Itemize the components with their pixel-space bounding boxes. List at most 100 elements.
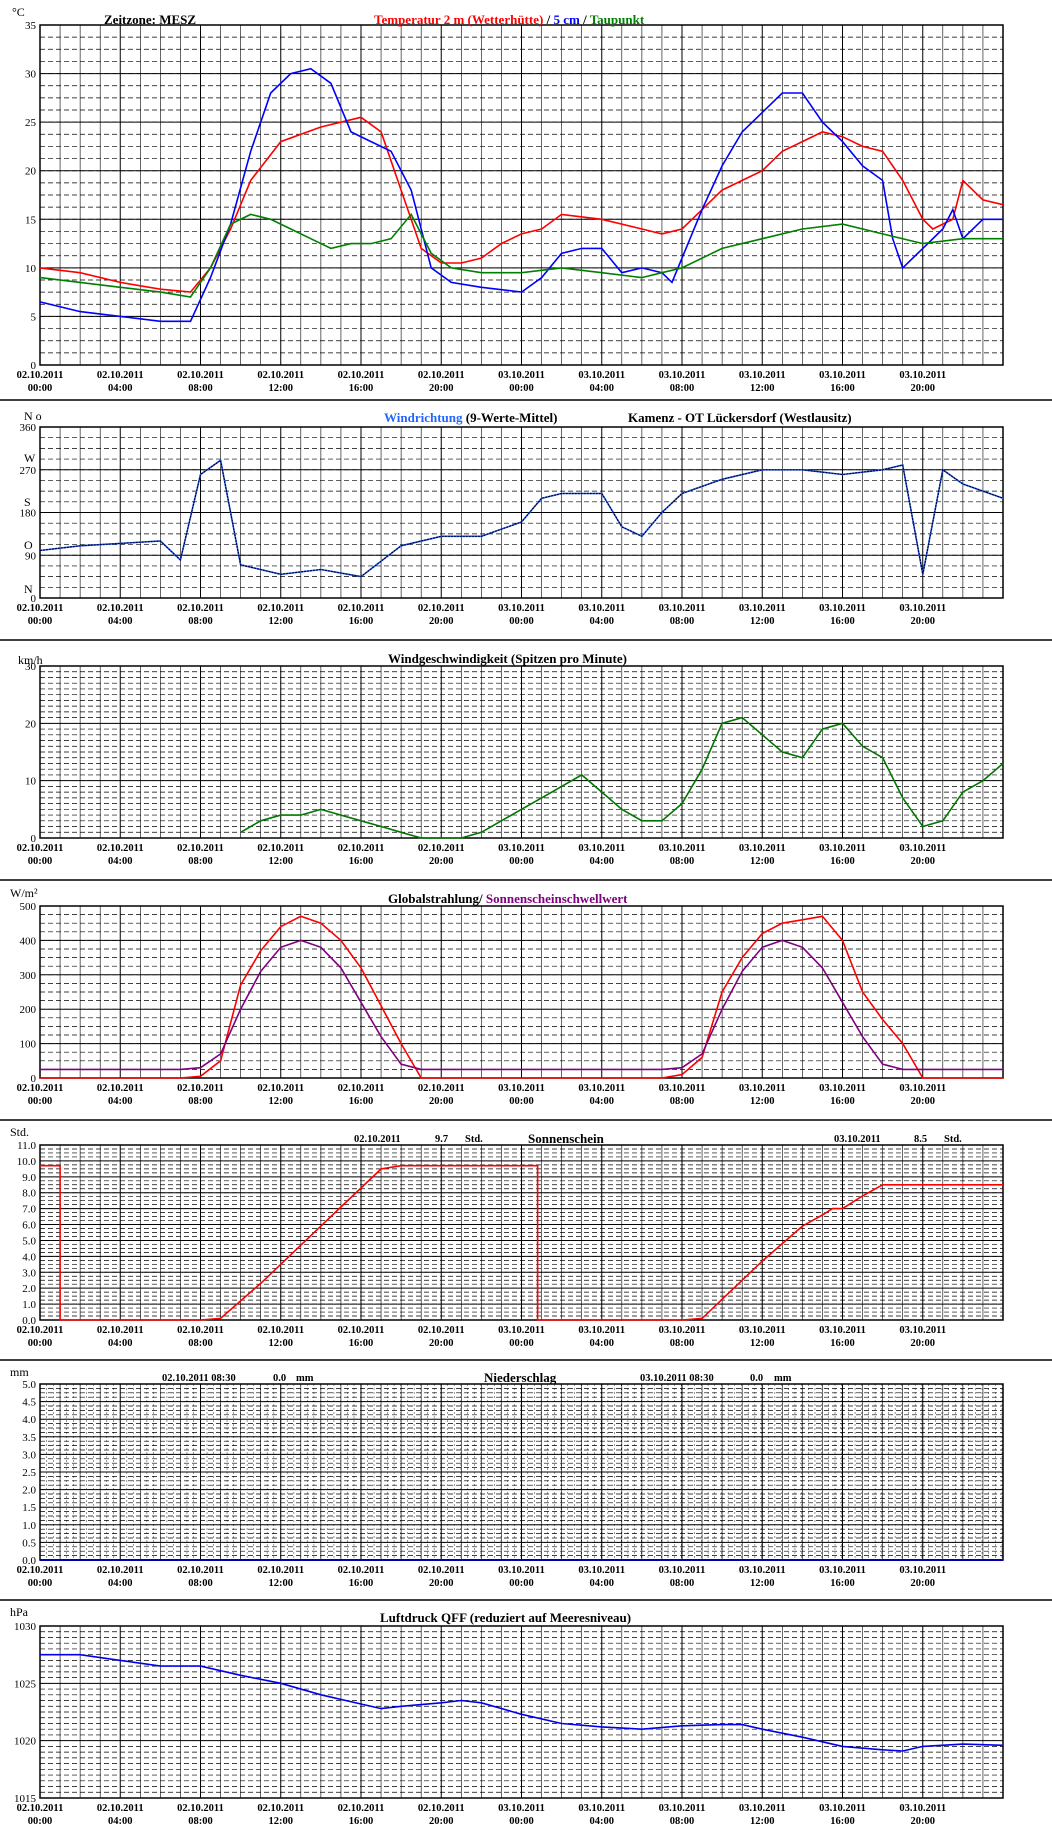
y-tick-label: 100 — [20, 1039, 37, 1051]
y-tick-label: 30 — [25, 69, 37, 81]
x-tick-date: 02.10.2011 — [17, 1083, 64, 1094]
plot-frame — [39, 24, 1004, 366]
y-tick-label: 1030 — [14, 1621, 37, 1633]
y-tick-label: 1015 — [14, 1793, 37, 1805]
x-tick-date: 03.10.2011 — [498, 1565, 545, 1576]
panel7-unit: hPa — [10, 1605, 29, 1619]
x-tick-date: 03.10.2011 — [659, 843, 706, 854]
series-line-avg — [39, 459, 1004, 578]
panel5-day1-unit: Std. — [465, 1134, 483, 1145]
x-tick-date: 03.10.2011 — [659, 1083, 706, 1094]
x-tick-date: 02.10.2011 — [17, 370, 64, 381]
x-tick-date: 03.10.2011 — [659, 603, 706, 614]
y-tick-label: 10.0 — [17, 1156, 37, 1168]
x-tick-date: 02.10.2011 — [338, 603, 385, 614]
x-tick-time: 00:00 — [509, 383, 534, 394]
x-tick-date: 02.10.2011 — [177, 370, 224, 381]
x-tick-date: 02.10.2011 — [338, 1803, 385, 1814]
plot-frame — [39, 665, 1004, 839]
x-tick-time: 12:00 — [269, 1096, 294, 1107]
x-tick-time: 20:00 — [911, 383, 936, 394]
panel6-day1-value: 0.0 — [273, 1373, 286, 1384]
x-tick-time: 04:00 — [590, 1338, 615, 1349]
panel4-title: Globalstrahlung/ Sonnenscheinschwellwert — [388, 891, 628, 906]
x-tick-time: 12:00 — [269, 1578, 294, 1589]
x-tick-date: 03.10.2011 — [739, 1803, 786, 1814]
x-tick-date: 02.10.2011 — [177, 1565, 224, 1576]
x-tick-date: 02.10.2011 — [17, 1803, 64, 1814]
y-tick-label: 0.0 — [22, 1315, 36, 1327]
x-tick-date: 03.10.2011 — [739, 843, 786, 854]
x-tick-date: 03.10.2011 — [899, 843, 946, 854]
x-tick-time: 00:00 — [509, 616, 534, 627]
x-tick-time: 04:00 — [590, 1816, 615, 1827]
x-tick-date: 02.10.2011 — [17, 603, 64, 614]
x-tick-date: 03.10.2011 — [899, 1803, 946, 1814]
x-tick-date: 02.10.2011 — [418, 370, 465, 381]
y-tick-label: 2.5 — [22, 1467, 36, 1479]
plot-frame — [39, 1144, 1004, 1321]
x-tick-date: 03.10.2011 — [498, 603, 545, 614]
x-tick-time: 20:00 — [911, 1816, 936, 1827]
panel5-day1-date: 02.10.2011 — [354, 1134, 401, 1145]
x-tick-time: 12:00 — [269, 383, 294, 394]
x-tick-date: 03.10.2011 — [819, 1803, 866, 1814]
panel5-day2-value: 8.5 — [914, 1134, 927, 1145]
x-tick-time: 00:00 — [509, 1816, 534, 1827]
panel-labels: °C Zeitzone: MESZ Temperatur 2 m (Wetter… — [10, 5, 962, 1625]
panel6-day1-unit: mm — [296, 1373, 314, 1384]
plot-frame — [39, 426, 1004, 599]
y-tick-label: 25 — [25, 117, 37, 129]
x-tick-time: 20:00 — [911, 1578, 936, 1589]
x-tick-time: 12:00 — [269, 616, 294, 627]
x-tick-time: 00:00 — [509, 1338, 534, 1349]
x-tick-time: 04:00 — [590, 616, 615, 627]
x-tick-time: 04:00 — [590, 1096, 615, 1107]
x-tick-date: 03.10.2011 — [578, 603, 625, 614]
y-tick-label: 5.0 — [22, 1235, 36, 1247]
y-tick-label: 1020 — [14, 1736, 37, 1748]
x-tick-date: 02.10.2011 — [97, 1565, 144, 1576]
x-tick-time: 12:00 — [269, 1816, 294, 1827]
y-tick-label: 5.0 — [22, 1379, 36, 1391]
x-tick-date: 03.10.2011 — [819, 1565, 866, 1576]
x-tick-time: 12:00 — [750, 1338, 775, 1349]
y-tick-label: 2.0 — [22, 1283, 36, 1295]
x-tick-date: 02.10.2011 — [418, 1803, 465, 1814]
panel3-unit: km/h — [18, 653, 43, 667]
x-tick-date: 02.10.2011 — [338, 1565, 385, 1576]
x-tick-date: 02.10.2011 — [97, 1803, 144, 1814]
x-tick-date: 03.10.2011 — [498, 1325, 545, 1336]
x-tick-time: 20:00 — [911, 1338, 936, 1349]
y-tick-label: 20 — [25, 718, 37, 730]
x-tick-time: 08:00 — [670, 856, 695, 867]
x-tick-time: 12:00 — [750, 856, 775, 867]
series-line-globalstrahlung — [40, 915, 1003, 1079]
x-tick-time: 16:00 — [349, 1096, 374, 1107]
x-tick-time: 16:00 — [830, 1096, 855, 1107]
panel6-day2-value: 0.0 — [750, 1373, 763, 1384]
x-tick-time: 00:00 — [509, 1096, 534, 1107]
x-tick-date: 03.10.2011 — [659, 370, 706, 381]
panel1-title-dew: Taupunkt — [590, 12, 645, 27]
series-line-5-cm — [39, 67, 1003, 323]
x-tick-date: 03.10.2011 — [899, 370, 946, 381]
panel2-plot: 36027018090002.10.201100:0002.10.201104:… — [17, 422, 1004, 627]
x-tick-time: 00:00 — [28, 1816, 53, 1827]
y-tick-label: 0.5 — [22, 1537, 36, 1549]
panel5-day2-date: 03.10.2011 — [834, 1134, 881, 1145]
x-tick-date: 02.10.2011 — [97, 1083, 144, 1094]
x-tick-time: 20:00 — [911, 616, 936, 627]
x-tick-time: 16:00 — [349, 616, 374, 627]
panel1-title-temp: Temperatur 2 m (Wetterhütte) — [374, 12, 543, 27]
x-tick-date: 03.10.2011 — [739, 1325, 786, 1336]
y-tick-label: 400 — [20, 935, 37, 947]
x-tick-time: 08:00 — [188, 1338, 213, 1349]
panel4-title-thr: Sonnenscheinschwellwert — [483, 891, 628, 906]
panel5-title: Sonnenschein — [528, 1131, 605, 1146]
panel2-unit: N o — [24, 409, 42, 423]
x-tick-time: 16:00 — [830, 1816, 855, 1827]
x-tick-time: 00:00 — [509, 856, 534, 867]
x-tick-time: 20:00 — [429, 383, 454, 394]
x-tick-date: 02.10.2011 — [17, 1325, 64, 1336]
